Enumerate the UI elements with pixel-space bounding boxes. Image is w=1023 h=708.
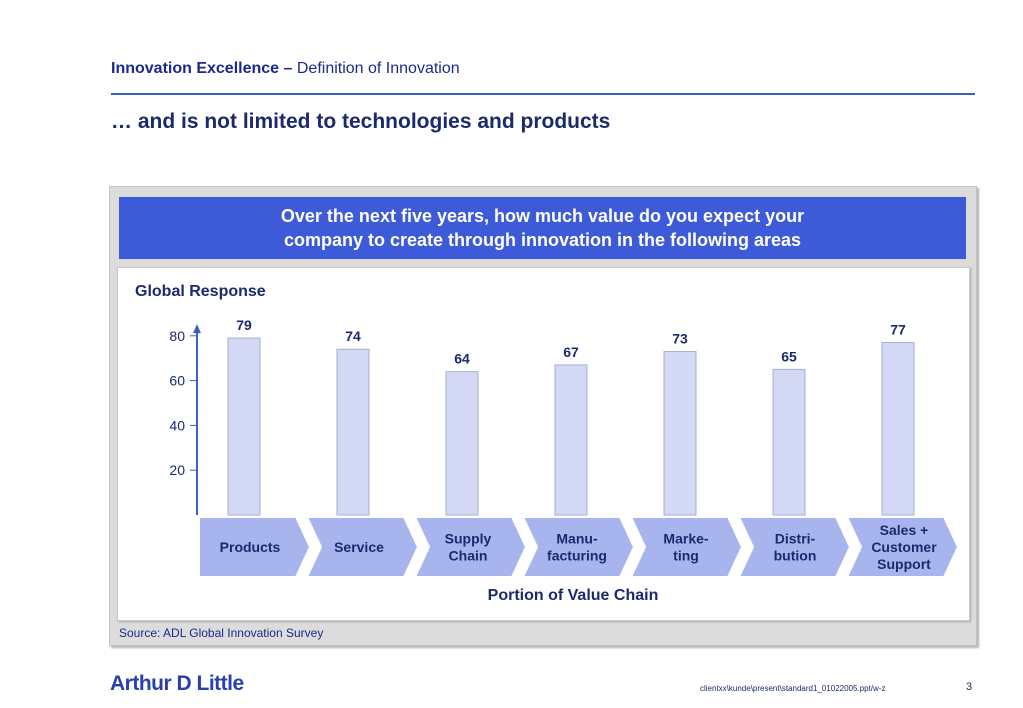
file-path: clientxx\kunde\present\standard1_0102200… bbox=[700, 684, 886, 693]
bar-value-label: 73 bbox=[672, 330, 688, 346]
bar-value-label: 74 bbox=[345, 328, 361, 344]
y-tick-label: 40 bbox=[169, 417, 185, 433]
source-note: Source: ADL Global Innovation Survey bbox=[119, 626, 324, 640]
y-tick-label: 60 bbox=[169, 373, 185, 389]
page-subtitle: … and is not limited to technologies and… bbox=[111, 110, 611, 133]
value-chain-chevron bbox=[198, 516, 312, 578]
bar bbox=[772, 368, 806, 516]
value-chain-chevron bbox=[629, 516, 744, 578]
bar bbox=[336, 348, 370, 516]
category-label: Manu- bbox=[556, 531, 598, 547]
y-tick-label: 80 bbox=[169, 328, 185, 344]
y-tick-label: 20 bbox=[169, 462, 185, 478]
category-label: Products bbox=[220, 539, 281, 555]
category-label: Customer bbox=[871, 539, 937, 555]
bar bbox=[227, 337, 261, 516]
question-banner: Over the next five years, how much value… bbox=[119, 197, 966, 259]
y-axis-arrow bbox=[193, 324, 201, 334]
header-title-rest: Definition of Innovation bbox=[296, 60, 460, 77]
category-label: Supply bbox=[445, 531, 492, 547]
bar-value-label: 77 bbox=[890, 322, 906, 338]
value-chain-chevron bbox=[305, 516, 420, 578]
chart-title: Global Response bbox=[135, 283, 266, 300]
category-label: bution bbox=[774, 548, 817, 564]
value-chain-chevron bbox=[413, 516, 528, 578]
value-chain-chevron bbox=[737, 516, 852, 578]
company-logo: Arthur D Little bbox=[110, 672, 244, 695]
category-label: Support bbox=[877, 556, 931, 572]
page-header: Innovation Excellence – Definition of In… bbox=[111, 60, 460, 78]
category-label: facturing bbox=[547, 548, 607, 564]
category-label: Marke- bbox=[663, 531, 708, 547]
x-axis-label: Portion of Value Chain bbox=[488, 587, 659, 604]
value-chain-chevron bbox=[845, 516, 960, 578]
category-label: Service bbox=[334, 539, 384, 555]
category-label: Chain bbox=[449, 548, 488, 564]
bar bbox=[881, 342, 915, 516]
bar-value-label: 67 bbox=[563, 344, 579, 360]
header-divider bbox=[111, 93, 975, 95]
value-chain-chevron bbox=[521, 516, 636, 578]
bar bbox=[445, 371, 479, 516]
page-number: 3 bbox=[966, 681, 973, 693]
question-line-2: company to create through innovation in … bbox=[283, 230, 802, 250]
category-label: Distri- bbox=[775, 531, 816, 547]
bar bbox=[554, 364, 588, 516]
bar-value-label: 64 bbox=[454, 351, 470, 367]
header-title-bold: Innovation Excellence – bbox=[111, 60, 293, 77]
bar-value-label: 65 bbox=[781, 348, 797, 364]
bar bbox=[663, 350, 697, 516]
bar-value-label: 79 bbox=[236, 317, 252, 333]
question-line-1: Over the next five years, how much value… bbox=[280, 206, 805, 226]
category-label: ting bbox=[673, 548, 699, 564]
category-label: Sales + bbox=[880, 522, 929, 538]
